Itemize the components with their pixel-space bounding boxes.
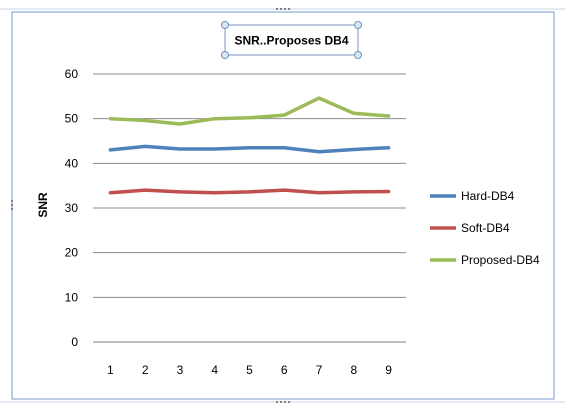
legend-label: Hard-DB4: [461, 189, 515, 203]
x-tick-label: 6: [281, 363, 288, 377]
series-line-3[interactable]: [108, 96, 391, 126]
y-tick-label: 50: [65, 112, 79, 126]
x-tick-label: 1: [107, 363, 114, 377]
title-box[interactable]: SNR..Proposes DB4: [221, 21, 362, 59]
top-resize-handle[interactable]: [276, 8, 290, 10]
legend-label: Soft-DB4: [461, 221, 510, 235]
title-handle-tl[interactable]: [221, 21, 229, 29]
bottom-resize-handle[interactable]: [276, 401, 290, 403]
x-tick-label: 2: [142, 363, 149, 377]
y-tick-label: 60: [65, 67, 79, 81]
y-axis-title: SNR: [36, 192, 50, 218]
legend: Hard-DB4 Soft-DB4 Proposed-DB4: [430, 189, 540, 267]
x-tick-label: 7: [316, 363, 323, 377]
series-lines: [108, 96, 391, 195]
y-tick-label: 20: [65, 246, 79, 260]
x-tick-label: 5: [246, 363, 253, 377]
series-line-2[interactable]: [108, 188, 391, 195]
left-resize-handle[interactable]: [11, 200, 13, 210]
title-handle-br[interactable]: [354, 51, 362, 59]
legend-label: Proposed-DB4: [461, 253, 540, 267]
title-handle-bl[interactable]: [221, 51, 229, 59]
y-tick-label: 10: [65, 290, 79, 304]
x-tick-labels: 1 2 3 4 5 6 7 8 9: [107, 363, 392, 377]
gridlines: [93, 73, 406, 343]
chart-area-border: [11, 11, 555, 400]
title-handle-tr[interactable]: [354, 21, 362, 29]
x-tick-label: 4: [211, 363, 218, 377]
chart-title: SNR..Proposes DB4: [234, 34, 348, 48]
y-tick-labels: 0 10 20 30 40 50 60: [65, 67, 79, 349]
y-tick-label: 40: [65, 156, 79, 170]
x-tick-label: 9: [385, 363, 392, 377]
y-tick-label: 30: [65, 201, 79, 215]
series-line-1[interactable]: [108, 144, 391, 154]
x-tick-label: 8: [350, 363, 357, 377]
y-tick-label: 0: [71, 335, 78, 349]
x-tick-label: 3: [177, 363, 184, 377]
